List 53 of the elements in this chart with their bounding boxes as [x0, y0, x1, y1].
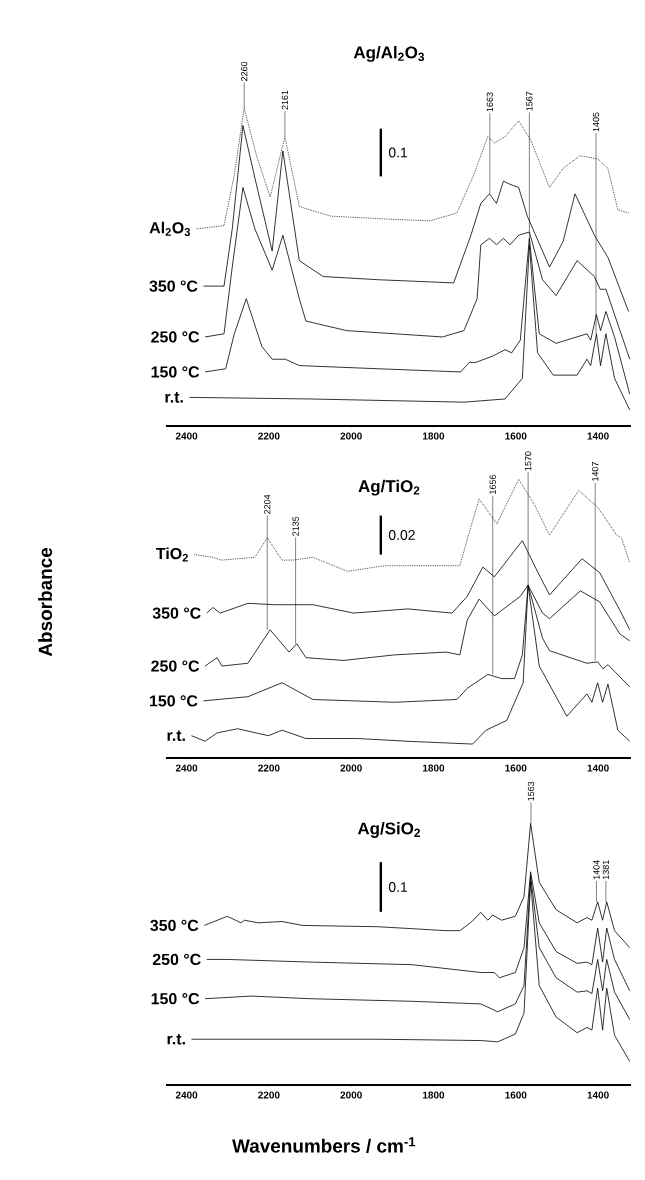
series-label: 150 °C	[151, 366, 200, 378]
annotation: 2161	[281, 90, 289, 110]
x-tick-label: 2400	[175, 1091, 198, 1099]
series-label: 250 °C	[151, 660, 200, 672]
x-tick-label: 1800	[423, 1091, 445, 1099]
annotation: 1405	[592, 112, 600, 132]
series-label: r.t.	[167, 730, 185, 741]
x-tick-label: 2000	[340, 1091, 362, 1099]
x-tick-label: 1400	[587, 1091, 609, 1099]
annotation: 2204	[264, 494, 271, 514]
x-tick-label: 2200	[258, 764, 280, 772]
annotation: 0.02	[388, 530, 415, 540]
chart-title: Ag/Al$_{2}$O$_{3}$	[353, 46, 425, 62]
x-tick-label: 1400	[587, 764, 609, 772]
series-label: r.t.	[167, 1033, 185, 1045]
series-label: 150 °C	[151, 993, 200, 1005]
annotation: 1663	[486, 92, 494, 112]
x-axis-title: Wavenumbers / cm$^{-1}$	[232, 1137, 416, 1153]
series-label: Al$_{2}$O$_{3}$	[149, 221, 191, 236]
series-label: TiO$_{2}$	[156, 547, 188, 562]
annotation: 1656	[489, 475, 496, 494]
series-label: r.t.	[165, 392, 183, 403]
annotation: 1404	[593, 860, 600, 880]
chart-title: Ag/TiO$_{2}$	[358, 479, 420, 496]
x-tick-label: 2200	[258, 1091, 280, 1099]
chart-title: Ag/SiO$_{2}$	[357, 822, 420, 838]
y-axis-title: Absorbance	[38, 547, 53, 657]
series-label: 250 °C	[152, 953, 201, 966]
x-tick-label: 2000	[340, 764, 362, 772]
series-label: 350 °C	[150, 919, 199, 932]
series-label: 250 °C	[151, 331, 200, 343]
annotation: 0.1	[388, 882, 408, 892]
annotation: 1567	[526, 91, 533, 111]
x-tick-label: 1400	[587, 432, 609, 440]
annotation: 1563	[527, 781, 535, 801]
x-tick-label: 2000	[340, 432, 362, 440]
series-label: 350 °C	[149, 280, 198, 292]
x-tick-label: 1800	[423, 764, 445, 772]
x-tick-label: 1600	[505, 1091, 527, 1099]
x-tick-label: 1600	[505, 764, 527, 772]
x-tick-label: 2200	[258, 432, 280, 440]
series-label: 350 °C	[152, 607, 201, 619]
x-tick-label: 2400	[175, 432, 198, 440]
annotation: 1570	[524, 451, 532, 471]
annotation: 2135	[292, 516, 299, 536]
annotation: 1381	[602, 860, 610, 880]
annotation: 0.1	[388, 147, 408, 158]
x-tick-label: 2400	[175, 764, 198, 772]
x-tick-label: 1600	[505, 432, 527, 440]
x-tick-label: 1800	[423, 432, 445, 440]
series-label: 150 °C	[150, 695, 198, 707]
annotation: 1407	[592, 462, 599, 481]
annotation: 2260	[241, 61, 248, 81]
